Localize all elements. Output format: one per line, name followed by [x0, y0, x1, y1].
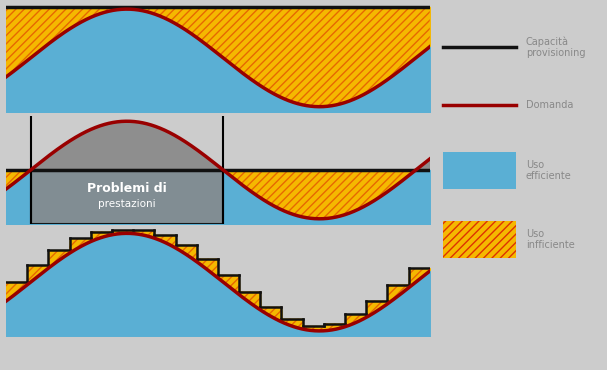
Bar: [443, 152, 515, 189]
Bar: [443, 221, 515, 258]
Text: Capacità
provisioning: Capacità provisioning: [526, 36, 585, 58]
Text: Uso
efficiente: Uso efficiente: [526, 160, 572, 181]
Bar: [30, 170, 223, 224]
Text: Uso
infficiente: Uso infficiente: [526, 229, 575, 250]
Bar: [443, 221, 515, 258]
Text: Problemi di: Problemi di: [87, 182, 167, 195]
Text: Domanda: Domanda: [526, 100, 573, 110]
Text: prestazioni: prestazioni: [98, 199, 155, 209]
